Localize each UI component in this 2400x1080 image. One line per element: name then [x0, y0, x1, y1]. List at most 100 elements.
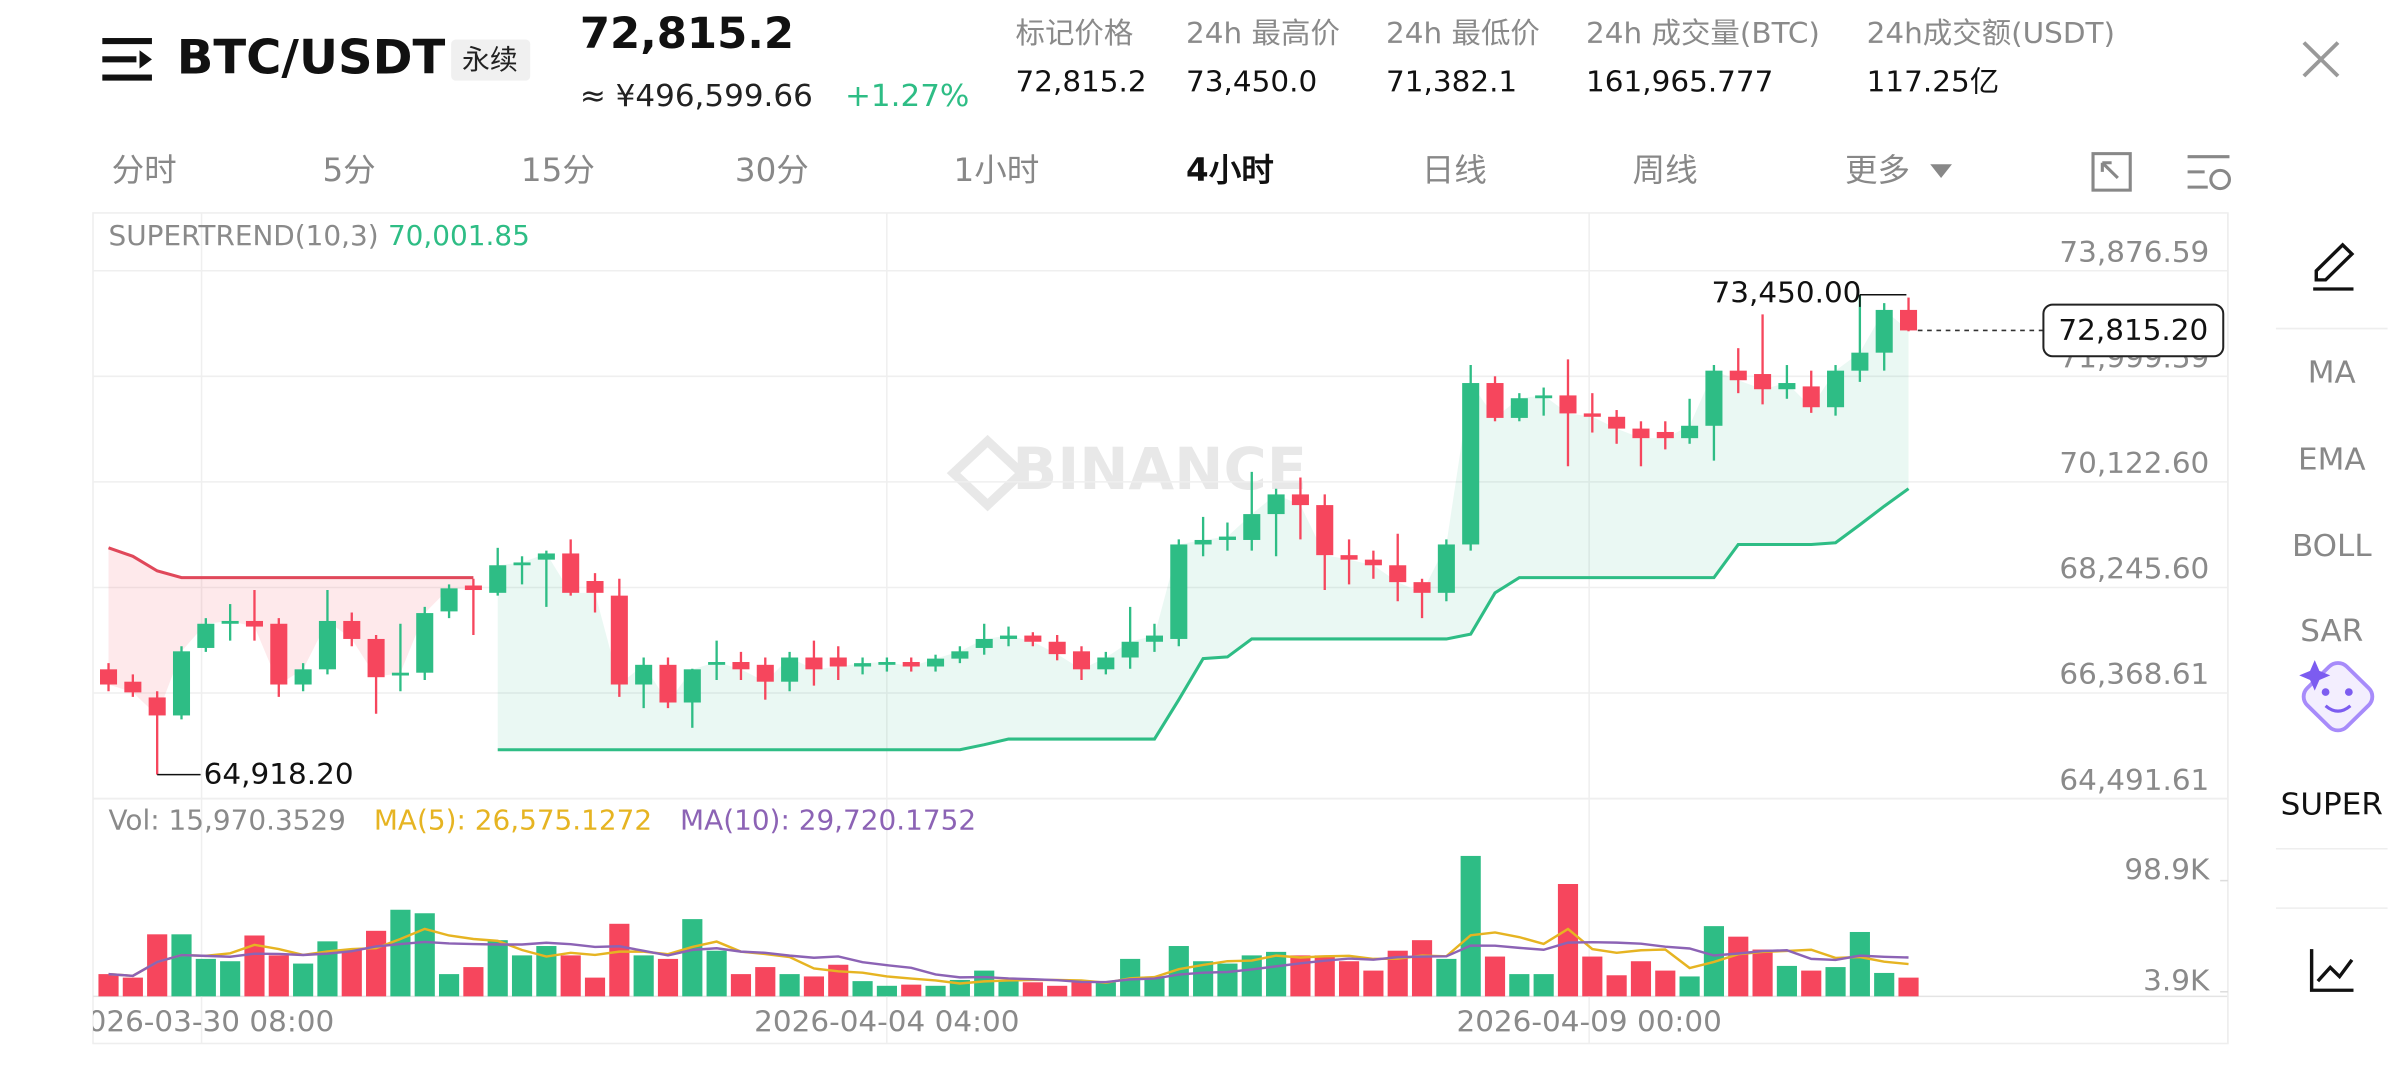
indicator-value: 70,001.85	[388, 219, 530, 252]
volume-bar	[1460, 855, 1481, 997]
candle-body	[1000, 635, 1018, 639]
volume-bar	[803, 976, 825, 997]
candle-body	[1291, 494, 1309, 506]
volume-bar	[682, 919, 703, 997]
indicator-button[interactable]: EMA	[2298, 442, 2366, 478]
candle-body	[537, 553, 555, 560]
volume-bar	[268, 955, 289, 997]
candle-body	[1681, 425, 1699, 439]
indicator-button[interactable]: MA	[2308, 355, 2356, 391]
candle-body	[610, 595, 628, 685]
volume-bar	[1582, 956, 1603, 997]
candle-body	[318, 620, 336, 670]
high-label: 73,450.00	[1712, 276, 1862, 310]
volume-bar	[98, 974, 119, 997]
watermark: BINANCE	[1012, 436, 1307, 503]
close-button[interactable]	[2302, 41, 2340, 78]
fullscreen-icon[interactable]	[2091, 152, 2132, 192]
candle-body	[1121, 641, 1139, 658]
ai-spark	[2299, 660, 2331, 691]
timeframe-tab[interactable]: 30分	[735, 151, 809, 189]
candle-body	[440, 588, 458, 612]
candle-body	[1267, 494, 1285, 515]
candle-body	[1827, 370, 1845, 408]
stats: 标记价格 72,815.2 24h 最高价 73,450.0 24h 最低价 71,382…	[1016, 16, 2116, 98]
menu-icon[interactable]	[102, 38, 152, 81]
timeframe-tab[interactable]: 分时	[112, 151, 177, 189]
volume-bar	[1095, 982, 1116, 997]
candle-body	[1364, 559, 1382, 566]
volume-bar	[706, 950, 727, 997]
timeframe-tab[interactable]: 日线	[1422, 151, 1487, 189]
tag: 永续	[462, 43, 518, 76]
candle-body	[829, 657, 847, 667]
volume-bar	[1728, 936, 1749, 997]
volume-bar	[998, 981, 1019, 997]
stat-value: 72,815.2	[1016, 65, 1147, 99]
volume-bar	[195, 958, 216, 997]
icon-frame	[2091, 152, 2132, 192]
candle-body	[1559, 395, 1577, 414]
candle-body	[805, 657, 823, 670]
volume-bar	[1752, 949, 1773, 997]
volume-bar	[1874, 972, 1895, 997]
candle-body	[245, 620, 264, 627]
last-price-label: 72,815.20	[2058, 313, 2208, 347]
cny-price: ≈ ¥496,599.66	[580, 78, 813, 114]
settings-icon[interactable]	[2187, 155, 2232, 191]
candle-body	[708, 662, 726, 665]
draw-tool[interactable]	[2313, 242, 2355, 291]
volume-bar	[1314, 955, 1335, 997]
timeframe-tab[interactable]: 5分	[322, 151, 375, 189]
ai-icon[interactable]	[2299, 658, 2378, 735]
indicator-button[interactable]: SUPER	[2281, 787, 2383, 823]
volume-bar	[584, 977, 606, 997]
y-tick-label: 73,876.59	[2059, 235, 2209, 269]
timeframe-tab[interactable]: 15分	[521, 151, 595, 189]
volume-bar	[1436, 958, 1457, 997]
candle-body	[635, 664, 653, 685]
timeframe-tab[interactable]: 4小时	[1186, 151, 1274, 189]
volume-tick-label: 3.9K	[2143, 964, 2210, 998]
candle-body	[1048, 641, 1066, 655]
last-price-box	[2042, 303, 2225, 358]
volume-bar	[293, 963, 314, 997]
candle-body	[270, 623, 288, 685]
volume-bar	[1849, 931, 1870, 997]
volume-bar	[487, 940, 508, 997]
volume-bar	[633, 955, 654, 997]
volume-bar	[1241, 955, 1262, 997]
indicator-button[interactable]: SAR	[2300, 613, 2363, 649]
pencil	[2314, 242, 2355, 282]
volume-bar	[1630, 961, 1652, 997]
close-stroke	[2302, 41, 2340, 78]
candle-body	[1608, 416, 1626, 429]
candle-body	[1486, 383, 1504, 418]
ai-eye	[2344, 688, 2353, 696]
candle-body	[586, 581, 604, 593]
icon-arrow	[139, 50, 152, 69]
chart-icon[interactable]	[2309, 949, 2354, 992]
volume-bar	[755, 967, 776, 997]
volume-bar	[1168, 946, 1189, 997]
volume-bar	[974, 970, 995, 997]
timeframe-tab[interactable]: 1小时	[953, 151, 1039, 189]
candle-body	[1072, 651, 1091, 670]
indicator-button[interactable]: BOLL	[2292, 528, 2372, 564]
x-tick-label: 2026-04-09 00:00	[1456, 1005, 1721, 1039]
ai-mouth	[2324, 704, 2352, 713]
candle-body	[1437, 544, 1455, 593]
icon-bar	[102, 74, 152, 81]
dropdown-arrow	[1930, 164, 1952, 178]
candle-body	[1802, 386, 1820, 408]
timeframe-tab[interactable]: 周线	[1633, 151, 1698, 189]
candle-body	[1875, 309, 1893, 353]
volume-bar	[341, 949, 362, 997]
timeframe-tab[interactable]: 更多	[1845, 151, 1910, 189]
icon-lines	[2187, 155, 2230, 189]
stat-value: 117.25亿	[1867, 65, 1999, 99]
volume-bar	[560, 955, 581, 997]
candle-body	[1097, 657, 1115, 670]
